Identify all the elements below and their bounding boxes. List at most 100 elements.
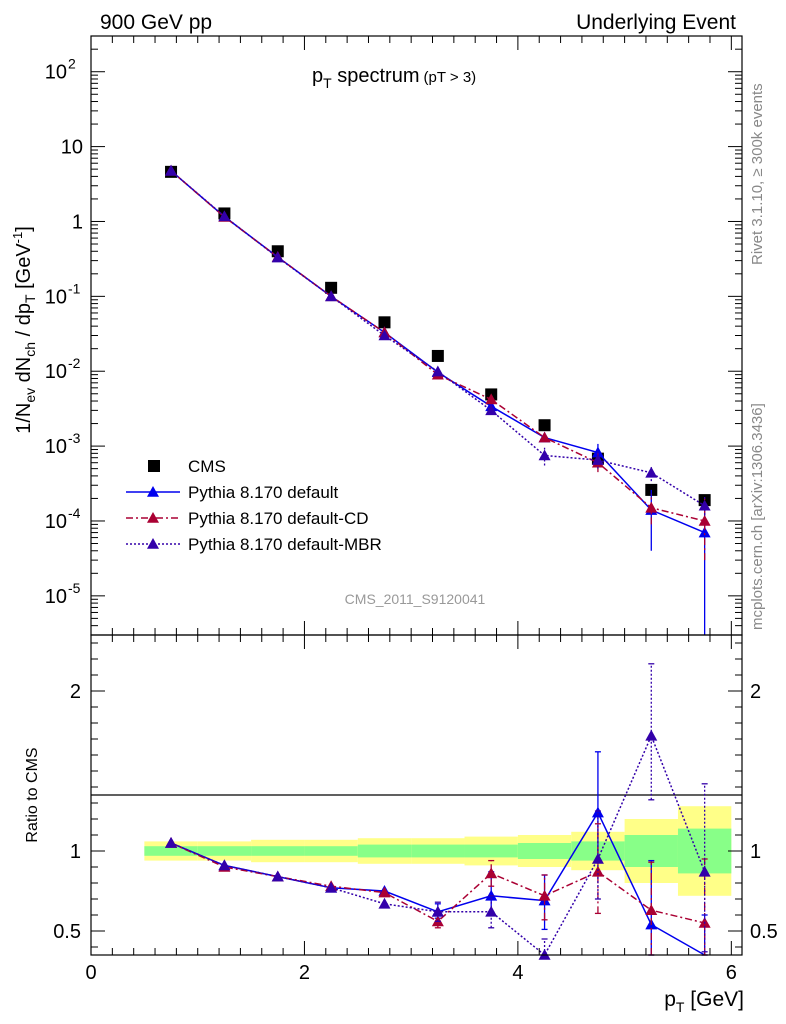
legend: CMS Pythia 8.170 default Pythia 8.170 defa… (126, 457, 382, 554)
mc-point (538, 431, 551, 443)
ratio-panel: 0 2 4 6 0.5 0.5 1 1 2 2 (53, 634, 778, 984)
mc-point (485, 393, 498, 405)
ratio-series-pythia-8-170-default-mbr (165, 663, 711, 960)
band-inner (464, 844, 518, 858)
ratio-point (378, 886, 391, 898)
series-line (170, 170, 705, 522)
ratio-y-tick-label: 2 (70, 681, 81, 703)
ratio-y-tick-label: 1 (70, 841, 81, 863)
ratio-point (485, 867, 498, 879)
ratio-band (144, 806, 732, 896)
x-axis-label: pT [GeV] (664, 988, 744, 1015)
legend-label: Pythia 8.170 default-MBR (188, 535, 382, 554)
mc-point (165, 164, 178, 176)
mc-point (325, 290, 338, 302)
main-y-tick-label: 10 (45, 586, 67, 608)
main-y-tick-exponent: -5 (68, 580, 81, 596)
x-label-unit: [GeV] (684, 988, 744, 1011)
legend-label: Pythia 8.170 default (188, 483, 339, 502)
plot-title-rest: spectrum (332, 65, 420, 87)
ratio-marks (165, 663, 711, 960)
legend-marker (147, 512, 159, 523)
band-inner (517, 843, 572, 859)
y-label-slash: / dp (13, 303, 35, 342)
mc-point (271, 251, 284, 263)
series-cms (165, 165, 711, 507)
mc-point (698, 526, 711, 538)
band-inner (251, 846, 305, 856)
ratio-axis-label: Ratio to CMS (24, 747, 41, 842)
plot-title-cut: (pT > 3) (424, 69, 477, 86)
series-line (170, 170, 706, 507)
ratio-y-tick-label-right: 2 (750, 681, 761, 703)
ratio-point (698, 865, 711, 877)
legend-entry: Pythia 8.170 default-CD (126, 509, 369, 528)
ratio-point (378, 897, 391, 909)
x-label-sub: T (676, 999, 685, 1015)
plot-title-main: p (312, 65, 323, 87)
ratio-point (591, 806, 604, 818)
mc-point (591, 454, 604, 465)
main-y-tick-exponent: -1 (68, 280, 81, 296)
main-marks (165, 164, 711, 635)
series-pythia-8-170-default (165, 164, 711, 635)
header-left: 900 GeV pp (100, 11, 212, 34)
legend-square (148, 460, 160, 472)
y-label-mid: dN (13, 357, 35, 388)
mc-point (645, 501, 658, 513)
ratio-point (591, 865, 604, 877)
cms-point (325, 281, 338, 294)
y-label-unit: [GeV (13, 243, 35, 295)
main-y-tick-label: 10 (61, 137, 83, 159)
legend-entry: Pythia 8.170 default-MBR (126, 535, 382, 554)
y-label-sub-t: T (22, 294, 38, 303)
x-tick-label: 0 (85, 962, 96, 984)
x-tick-label: 2 (299, 962, 310, 984)
plot-title-sub: T (323, 75, 332, 91)
y-label-sub-ev: ev (22, 388, 38, 403)
ratio-point (538, 889, 551, 901)
rivet-label: Rivet 3.1.10, ≥ 300k events (749, 83, 766, 265)
band-inner (411, 844, 465, 858)
mc-point (218, 210, 231, 222)
ratio-point (165, 837, 178, 848)
header-right: Underlying Event (576, 11, 736, 34)
band-inner (357, 844, 412, 858)
main-y-tick-exponent: -2 (68, 355, 81, 371)
ratio-frame (90, 634, 743, 956)
mc-point (698, 514, 711, 526)
legend-marker (147, 538, 159, 549)
mc-point (538, 449, 551, 461)
main-y-tick-exponent: -3 (68, 430, 81, 446)
main-y-tick-label: 10 (45, 286, 67, 308)
mc-point (485, 404, 498, 416)
series-pythia-8-170-default-mbr (165, 164, 711, 516)
mc-point (645, 466, 658, 478)
main-y-tick-exponent: 2 (68, 56, 76, 72)
cms-point (538, 419, 551, 432)
ratio-point (645, 904, 658, 915)
mcplots-label: mcplots.cern.ch [arXiv:1306.3436] (749, 403, 766, 630)
ratio-point (431, 905, 444, 917)
x-tick-label: 6 (726, 962, 737, 984)
legend-marker (147, 486, 159, 497)
main-y-tick-exponent: -4 (68, 505, 81, 521)
legend-entry: Pythia 8.170 default (126, 483, 339, 502)
main-y-tick-label: 10 (45, 436, 67, 458)
legend-entry: CMS (148, 457, 226, 476)
x-label-main: p (664, 988, 676, 1011)
main-y-tick-label: 10 (45, 361, 67, 383)
y-label-unit-sup: -1 (10, 232, 25, 244)
ratio-point (485, 905, 498, 917)
ratio-y-tick-label-right: 1 (750, 841, 761, 863)
main-y-tick-label: 10 (45, 511, 67, 533)
mc-point (698, 499, 711, 511)
legend-label: CMS (188, 457, 226, 476)
ratio-point (325, 881, 338, 893)
ratio-point (591, 853, 604, 864)
band-inner (304, 846, 358, 856)
cms-point (431, 349, 444, 362)
